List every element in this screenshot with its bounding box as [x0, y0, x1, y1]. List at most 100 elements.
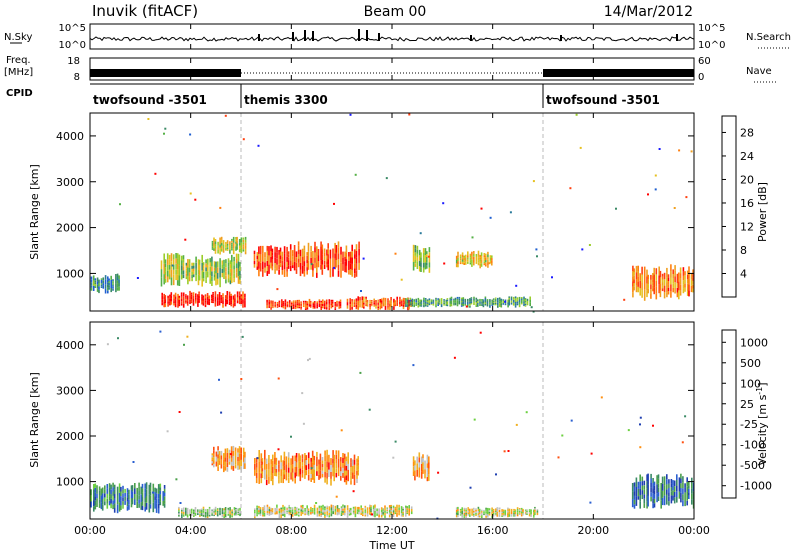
echo-cell	[261, 474, 264, 478]
echo-cell	[491, 255, 493, 258]
echo-cell	[334, 242, 336, 249]
echo-cell	[318, 305, 321, 308]
echo-cell	[280, 512, 282, 515]
echo-cell	[108, 500, 111, 506]
echo-cell	[521, 297, 523, 299]
echo-cell	[155, 508, 158, 513]
echo-cell	[219, 240, 221, 245]
echo-cell	[216, 297, 219, 300]
echo-cell	[633, 286, 635, 291]
echo-cell	[301, 257, 304, 266]
echo-cell	[217, 446, 219, 451]
echo-cell	[242, 237, 245, 240]
echo-cell	[168, 274, 171, 280]
echo-cell	[376, 510, 378, 514]
echo-cell	[278, 305, 281, 308]
echo-cell	[345, 252, 348, 260]
echo-cell	[330, 504, 333, 508]
echo-cell	[340, 270, 342, 278]
echo-cell	[516, 297, 519, 300]
echo-cell	[197, 513, 199, 515]
echo-cell	[518, 508, 521, 510]
echo-cell	[522, 513, 524, 515]
echo-cell	[335, 468, 338, 473]
echo-cell	[330, 510, 333, 514]
echo-cell	[532, 310, 535, 313]
echo-cell	[390, 513, 392, 515]
echo-cell	[306, 305, 309, 308]
echo-cell	[294, 512, 296, 515]
echo-cell	[382, 303, 385, 307]
echo-cell	[200, 513, 203, 515]
echo-cell	[486, 303, 489, 305]
echo-cell	[276, 304, 279, 306]
echo-cell	[107, 287, 109, 291]
echo-cell	[93, 500, 95, 506]
echo-cell	[463, 262, 465, 265]
echo-cell	[686, 279, 689, 284]
echo-cell	[372, 505, 375, 510]
echo-cell	[534, 506, 536, 509]
echo-cell	[392, 510, 395, 513]
echo-cell	[670, 479, 673, 484]
echo-cell	[313, 504, 316, 508]
echo-cell	[258, 510, 260, 513]
echo-cell	[268, 506, 271, 509]
echo-cell	[326, 461, 328, 468]
echo-cell	[535, 248, 538, 251]
echo-cell	[673, 486, 676, 492]
echo-cell	[240, 294, 243, 297]
echo-cell	[428, 303, 431, 306]
echo-cell	[197, 274, 200, 280]
echo-cell	[332, 463, 334, 468]
echo-cell	[281, 302, 283, 305]
echo-cell	[426, 300, 429, 303]
echo-cell	[463, 260, 465, 263]
echo-cell	[487, 259, 489, 263]
echo-cell	[201, 270, 203, 279]
echo-cell	[206, 512, 209, 514]
echo-cell	[299, 256, 302, 263]
echo-cell	[316, 471, 318, 476]
echo-cell	[435, 302, 437, 305]
echo-cell	[396, 302, 398, 306]
echo-cell	[274, 507, 276, 511]
echo-cell	[345, 259, 348, 266]
echo-cell	[666, 489, 668, 495]
echo-cell	[422, 253, 425, 258]
echo-cell	[216, 510, 219, 513]
echo-cell	[212, 299, 214, 302]
echo-cell	[110, 279, 112, 284]
echo-cell	[321, 460, 324, 464]
echo-cell	[322, 306, 324, 309]
echo-cell	[332, 508, 334, 512]
echo-cell	[244, 297, 246, 301]
echo-cell	[459, 256, 462, 259]
echo-cell	[402, 507, 404, 509]
echo-cell	[414, 460, 416, 466]
echo-cell	[402, 510, 404, 512]
echo-cell	[337, 450, 340, 459]
echo-cell	[658, 266, 660, 276]
echo-cell	[293, 245, 296, 254]
echo-cell	[643, 489, 646, 495]
echo-cell	[238, 291, 241, 296]
echo-cell	[225, 279, 227, 284]
echo-cell	[140, 502, 142, 510]
echo-cell	[481, 509, 483, 512]
echo-cell	[345, 470, 348, 476]
echo-cell	[104, 489, 106, 494]
echo-cell	[192, 262, 195, 266]
echo-cell	[136, 487, 138, 495]
echo-cell	[350, 510, 352, 513]
echo-cell	[231, 248, 233, 251]
x-tick-label: 20:00	[577, 524, 609, 537]
echo-cell	[107, 279, 109, 282]
echo-cell	[230, 304, 232, 307]
echo-cell	[459, 262, 462, 265]
echo-cell	[305, 470, 308, 476]
echo-cell	[238, 248, 241, 253]
echo-cell	[655, 274, 658, 281]
echo-cell	[202, 300, 205, 303]
echo-cell	[351, 472, 354, 479]
